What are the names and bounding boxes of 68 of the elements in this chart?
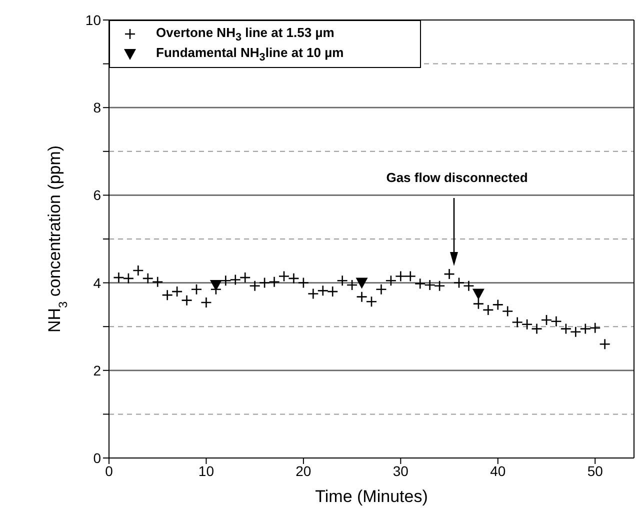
point [472, 298, 484, 310]
point [570, 326, 582, 338]
y-tick-label: 8 [93, 100, 102, 116]
point [502, 306, 514, 317]
point [249, 280, 260, 292]
point [463, 280, 474, 292]
point [122, 272, 134, 284]
annotation: Gas flow disconnected [386, 170, 528, 185]
point [599, 338, 610, 350]
point [356, 291, 368, 302]
point [346, 279, 358, 291]
y-tick-label: 2 [93, 362, 102, 378]
point [385, 274, 397, 286]
point [492, 299, 504, 310]
point [142, 272, 154, 284]
point [444, 268, 455, 280]
x-tick-label: 50 [587, 462, 604, 479]
x-tick-label: 10 [198, 462, 214, 479]
point [308, 288, 319, 300]
point [317, 285, 329, 296]
point [550, 316, 562, 327]
point [132, 264, 144, 276]
point [152, 276, 164, 288]
legend-label: Fundamental NH$_{3}$line at 10 µm [156, 44, 344, 64]
point [181, 294, 192, 306]
point [288, 272, 300, 284]
point [200, 296, 212, 308]
x-tick-label: 20 [296, 462, 312, 479]
point [512, 316, 523, 328]
y-tick-label: 6 [93, 187, 102, 204]
x-axis-title: Time (Minutes) [315, 487, 428, 506]
point [239, 272, 251, 284]
point [258, 277, 270, 288]
y-tick-label: 0 [93, 450, 102, 466]
point [376, 284, 387, 296]
y-tick-label: 4 [93, 274, 102, 291]
point [540, 314, 552, 326]
point [366, 296, 378, 308]
point [521, 318, 533, 330]
point [326, 286, 338, 298]
point [560, 323, 572, 334]
point [424, 279, 436, 291]
point [162, 289, 173, 301]
point [453, 277, 465, 288]
point [336, 274, 348, 286]
point [395, 270, 406, 282]
y-tick-label: 10 [85, 12, 102, 28]
point [580, 323, 592, 334]
point [434, 280, 446, 292]
point [404, 270, 416, 282]
point [220, 274, 232, 286]
point [589, 322, 601, 334]
point [356, 278, 368, 289]
point [531, 323, 542, 334]
point [171, 286, 183, 298]
point [278, 270, 290, 282]
point [472, 288, 484, 300]
x-tick-label: 0 [105, 462, 114, 479]
x-tick-label: 40 [490, 462, 506, 479]
point [298, 277, 310, 288]
point [113, 272, 124, 284]
point [268, 276, 280, 288]
point [230, 274, 242, 286]
legend-label: Overtone NH$_{3}$ line at 1.53 µm [156, 24, 334, 44]
point [482, 304, 494, 316]
point [414, 278, 426, 290]
point [190, 284, 202, 296]
x-tick-label: 30 [392, 462, 409, 479]
